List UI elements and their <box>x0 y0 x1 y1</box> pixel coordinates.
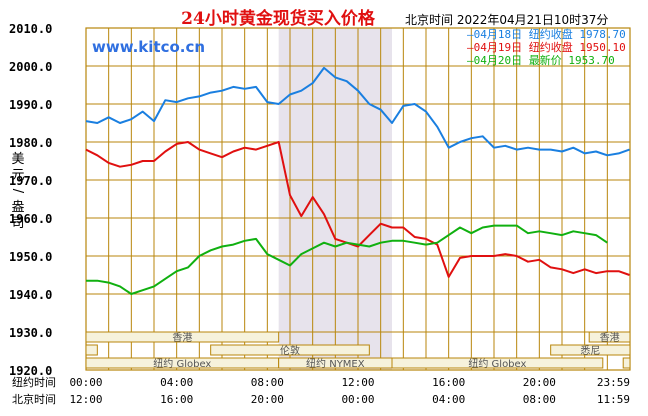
y-tick-label: 1980.0 <box>9 136 52 150</box>
x-tick-label-ny: 20:00 <box>523 376 556 389</box>
x-tick-label-ny: 04:00 <box>160 376 193 389</box>
legend-entry: —04月20日 最新价 1953.70 <box>467 53 615 67</box>
market-session-bar <box>550 344 631 356</box>
legend-entry: —04月18日 纽约收盘 1978.70 <box>467 27 626 41</box>
y-tick-label: 1930.0 <box>9 326 52 340</box>
market-label: 悉尼 <box>580 345 600 357</box>
market-session-bar <box>85 331 280 343</box>
market-session-bar <box>588 331 631 343</box>
plot-area: 2010.0 2000.0 1990.0 1980.0 1970.0 1960.0 1950… <box>9 22 631 406</box>
x-tick-label-beijing: 04:00 <box>432 393 465 406</box>
market-label: 纽约 NYMEX <box>306 357 365 370</box>
market-label: 伦敦 <box>280 344 300 357</box>
price-series-line <box>85 141 630 278</box>
y-axis-label-char: / <box>10 189 25 194</box>
chart-title: 24小时黄金现货买入价格 <box>181 8 376 29</box>
market-session-bar <box>622 357 631 369</box>
x-row1-label: 纽约时间 <box>12 375 56 389</box>
y-axis-label-char: 盎 <box>11 200 24 215</box>
x-tick-label-ny: 08:00 <box>251 376 284 389</box>
x-tick-label-beijing: 12:00 <box>69 393 102 406</box>
price-series-line <box>86 224 608 295</box>
legend-entry: —04月19日 纽约收盘 1950.10 <box>467 40 626 54</box>
x-tick-label-ny: 12:00 <box>341 376 374 389</box>
price-series-line <box>85 66 630 157</box>
y-tick-label: 2010.0 <box>9 22 52 36</box>
x-tick-label-beijing: 20:00 <box>251 393 284 406</box>
y-tick-label: 2000.0 <box>9 60 52 74</box>
market-label: 香港 <box>600 332 620 344</box>
y-axis-label-char: 司 <box>11 216 24 231</box>
market-session-bar <box>210 344 370 356</box>
plot-border <box>85 27 631 371</box>
x-tick-label-beijing: 08:00 <box>523 393 556 406</box>
market-label: 纽约 Globex <box>153 357 211 370</box>
market-session-bar <box>85 344 98 356</box>
y-tick-label: 1950.0 <box>9 250 52 264</box>
market-label: 纽约 Globex <box>468 357 526 370</box>
x-row2-label: 北京时间 <box>12 392 56 406</box>
market-session-bar <box>391 357 604 369</box>
market-label: 香港 <box>172 332 192 344</box>
y-axis-label-char: 元 <box>11 168 24 183</box>
watermark-text: www.kitco.cn <box>92 38 205 56</box>
y-axis-label: 美元 / 盎司 <box>10 152 25 231</box>
x-tick-label-beijing: 00:00 <box>341 393 374 406</box>
y-tick-label: 1990.0 <box>9 98 52 112</box>
x-tick-label-ny: 00:00 <box>69 376 102 389</box>
x-tick-label-ny: 16:00 <box>432 376 465 389</box>
x-tick-label-beijing: 16:00 <box>160 393 193 406</box>
y-tick-label: 1920.0 <box>9 364 52 378</box>
y-tick-label: 1960.0 <box>9 212 52 226</box>
y-tick-label: 1940.0 <box>9 288 52 302</box>
x-tick-label-beijing: 11:59 <box>597 393 630 406</box>
y-axis-label-char: 美 <box>11 152 24 167</box>
y-tick-label: 1970.0 <box>9 174 52 188</box>
x-tick-label-ny: 23:59 <box>597 376 630 389</box>
timestamp: 北京时间 2022年04月21日10时37分 <box>405 13 608 27</box>
